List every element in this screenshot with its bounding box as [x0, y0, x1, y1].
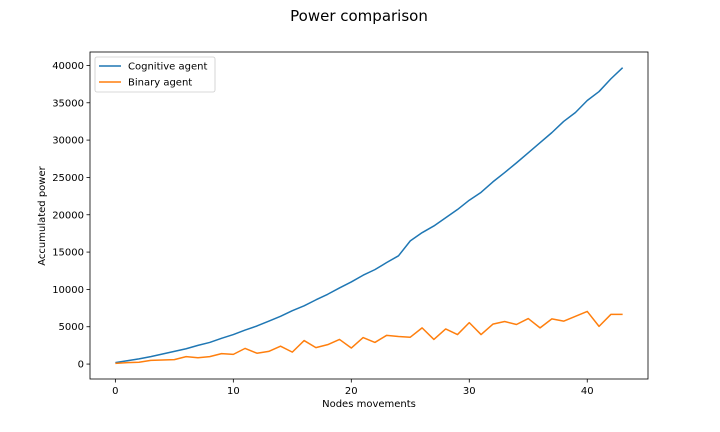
y-tick-label: 25000	[52, 173, 84, 184]
plot-series	[115, 67, 624, 365]
y-tick-label: 15000	[52, 248, 84, 259]
x-tick-label: 40	[581, 386, 594, 397]
chart-title: Power comparison	[290, 7, 428, 25]
x-tick-label: 30	[463, 386, 476, 397]
x-axis-label: Nodes movements	[322, 399, 416, 410]
y-tick-label: 35000	[52, 98, 84, 109]
y-tick-label: 30000	[52, 136, 84, 147]
x-tick-label: 0	[112, 386, 118, 397]
y-tick-label: 10000	[52, 285, 84, 296]
legend-box	[94, 56, 216, 93]
y-axis-ticks: 0 5000 10000 15000 20000 25000 30000 35000 40000	[52, 61, 90, 371]
y-axis-label: Accumulated power	[37, 165, 48, 265]
x-axis-ticks: 0 10 20 30 40	[112, 379, 594, 397]
y-tick-label: 20000	[52, 210, 84, 221]
series-line-1	[115, 67, 624, 364]
y-tick-label: 5000	[59, 322, 84, 333]
plot-frame	[89, 51, 649, 380]
legend: Cognitive agent Binary agent	[94, 56, 216, 93]
legend-label-1: Cognitive agent	[128, 62, 207, 73]
legend-label-2: Binary agent	[128, 78, 192, 89]
y-tick-label: 40000	[52, 61, 84, 72]
y-tick-label: 0	[78, 360, 84, 371]
series-line-2	[115, 310, 623, 365]
x-tick-label: 10	[227, 386, 240, 397]
x-tick-label: 20	[345, 386, 358, 397]
